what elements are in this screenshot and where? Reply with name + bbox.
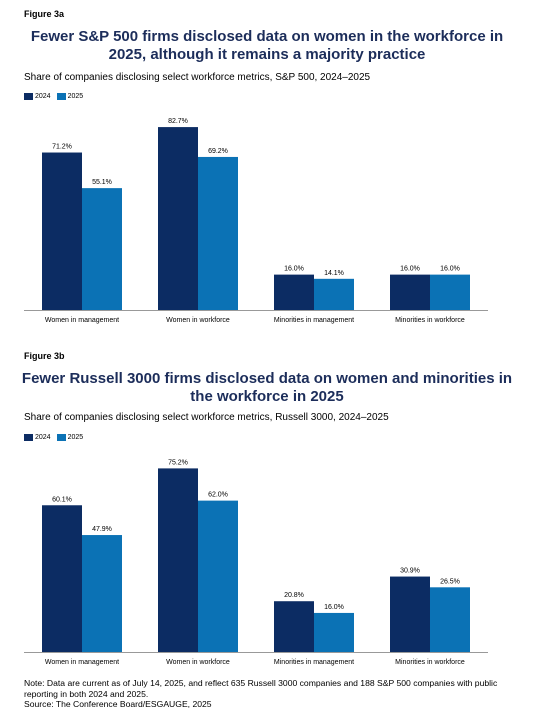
data-label: 60.1% [52, 496, 72, 503]
legend-label-2025: 2025 [67, 93, 84, 100]
bar-2024 [42, 152, 82, 310]
note-text: Note: Data are current as of July 14, 20… [24, 678, 498, 699]
category-label: Minorities in management [274, 659, 354, 666]
legend-swatch-2024 [24, 434, 33, 441]
legend-label-2024: 2024 [35, 434, 51, 441]
data-label: 16.0% [400, 266, 420, 273]
category-label: Minorities in workforce [395, 317, 465, 324]
bar-chart-russell3000: 60.1% 47.9% Women in management 75.2% 62.0% W… [24, 459, 488, 666]
category-label: Women in management [45, 659, 119, 666]
bar-chart-sp500: 71.2% 55.1% Women in management 82.7% 69.2% W… [24, 118, 488, 324]
bar-2025 [314, 612, 354, 652]
data-label: 69.2% [208, 148, 228, 155]
chart-title: Fewer S&P 500 firms disclosed data on wo… [30, 28, 504, 63]
data-label: 30.9% [400, 568, 420, 575]
bar-2025 [430, 587, 470, 652]
data-label: 16.0% [440, 266, 460, 273]
bar-2024 [158, 468, 198, 652]
data-label: 14.1% [324, 270, 344, 277]
data-label: 47.9% [92, 526, 112, 533]
bar-2024 [390, 576, 430, 652]
bar-2025 [430, 274, 470, 310]
data-label: 82.7% [168, 118, 188, 125]
data-label: 71.2% [52, 144, 72, 151]
legend-label-2025: 2025 [67, 434, 84, 441]
category-label: Women in workforce [166, 317, 230, 324]
bar-2024 [42, 505, 82, 652]
bar-2025 [198, 156, 238, 310]
chart-title: Fewer Russell 3000 firms disclosed data … [21, 370, 513, 405]
category-label: Minorities in management [274, 317, 354, 324]
category-label: Minorities in workforce [395, 659, 465, 666]
data-label: 62.0% [208, 492, 228, 499]
bar-2024 [274, 601, 314, 652]
bar-2024 [274, 274, 314, 310]
figure-label: Figure 3b [24, 351, 65, 361]
bar-2025 [82, 188, 122, 310]
data-label: 55.1% [92, 179, 112, 186]
note: Note: Data are current as of July 14, 20… [24, 678, 524, 710]
bar-2025 [82, 535, 122, 652]
data-label: 16.0% [284, 266, 304, 273]
data-label: 26.5% [440, 578, 460, 585]
figure-label: Figure 3a [24, 9, 65, 19]
legend-label-2024: 2024 [35, 93, 51, 100]
legend-swatch-2025 [56, 93, 66, 100]
legend: 2024 2025 [24, 93, 89, 100]
legend: 2024 2025 [24, 434, 89, 441]
bar-2025 [314, 278, 354, 310]
legend-swatch-2025 [56, 434, 66, 441]
source-text: Source: The Conference Board/ESGAUGE, 20… [24, 699, 212, 709]
chart-subtitle: Share of companies disclosing select wor… [24, 412, 389, 423]
data-label: 75.2% [168, 459, 188, 466]
data-label: 20.8% [284, 592, 304, 599]
category-label: Women in management [45, 317, 119, 324]
bar-2025 [198, 500, 238, 652]
legend-swatch-2024 [24, 93, 33, 100]
data-label: 16.0% [324, 604, 344, 611]
bar-2024 [390, 274, 430, 310]
category-label: Women in workforce [166, 659, 230, 666]
bar-2024 [158, 127, 198, 310]
chart-subtitle: Share of companies disclosing select wor… [24, 72, 371, 83]
